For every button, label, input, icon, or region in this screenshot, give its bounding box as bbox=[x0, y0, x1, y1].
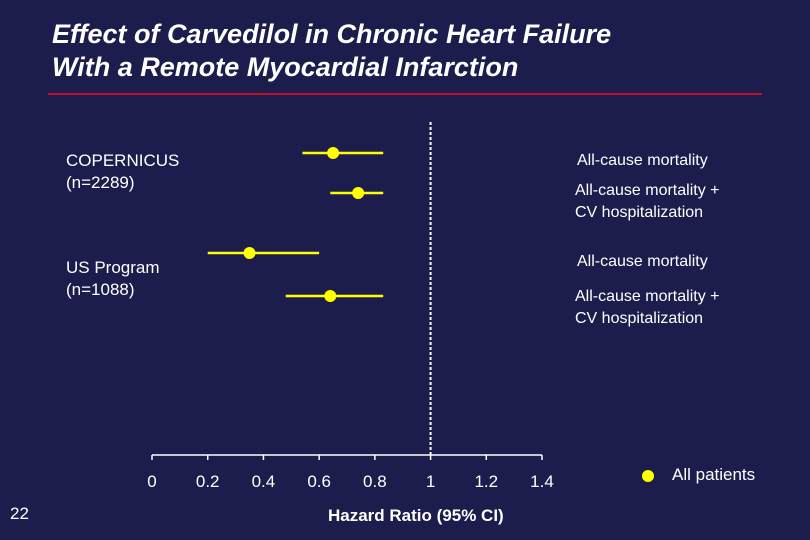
outcome-label: All-cause mortality + CV hospitalization bbox=[575, 180, 720, 224]
study-n: (n=2289) bbox=[66, 173, 135, 192]
outcome-label: All-cause mortality bbox=[577, 150, 708, 172]
x-tick-label: 0.8 bbox=[363, 472, 387, 491]
outcome-line-1: All-cause mortality + bbox=[575, 182, 720, 199]
study-name: US Program bbox=[66, 258, 160, 277]
study-n: (n=1088) bbox=[66, 280, 135, 299]
outcome-line-1: All-cause mortality + bbox=[575, 288, 720, 305]
study-label-us-program: US Program (n=1088) bbox=[66, 257, 160, 301]
title-line-2: With a Remote Myocardial Infarction bbox=[52, 52, 519, 82]
slide-title: Effect of Carvedilol in Chronic Heart Fa… bbox=[52, 18, 611, 84]
x-tick-label: 1.2 bbox=[474, 472, 499, 491]
x-tick-label: 1 bbox=[425, 472, 436, 491]
study-name: COPERNICUS bbox=[66, 151, 180, 170]
x-tick-label: 0.4 bbox=[251, 472, 276, 491]
study-label-copernicus: COPERNICUS (n=2289) bbox=[66, 150, 179, 194]
x-tick-label: 0.6 bbox=[307, 472, 331, 491]
x-tick-label: 1.4 bbox=[530, 472, 554, 491]
outcome-line-1: All-cause mortality bbox=[577, 152, 708, 169]
legend-label: All patients bbox=[672, 465, 756, 484]
point-estimate bbox=[243, 247, 256, 259]
x-tick-label: 0 bbox=[147, 472, 157, 491]
outcome-line-2: CV hospitalization bbox=[575, 310, 704, 327]
x-axis-label: Hazard Ratio (95% CI) bbox=[328, 506, 504, 525]
point-estimate bbox=[327, 147, 340, 159]
outcome-line-2: CV hospitalization bbox=[575, 204, 704, 221]
title-line-1: Effect of Carvedilol in Chronic Heart Fa… bbox=[52, 19, 612, 49]
outcome-label: All-cause mortality + CV hospitalization bbox=[575, 286, 720, 330]
outcome-line-1: All-cause mortality bbox=[577, 253, 708, 270]
point-estimate bbox=[352, 187, 365, 199]
title-rule bbox=[48, 93, 762, 95]
x-tick-label: 0.2 bbox=[195, 472, 220, 491]
outcome-label: All-cause mortality bbox=[577, 251, 708, 273]
legend-marker bbox=[642, 470, 654, 482]
slide-number: 22 bbox=[10, 504, 29, 523]
point-estimate bbox=[324, 290, 337, 302]
